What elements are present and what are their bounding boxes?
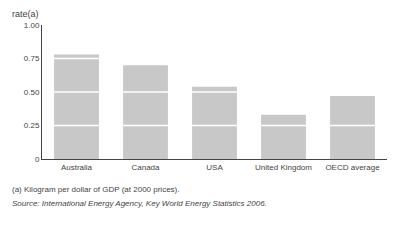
svg-text:0.75: 0.75 <box>24 54 40 63</box>
svg-text:0: 0 <box>35 155 40 164</box>
svg-text:0.50: 0.50 <box>24 88 40 97</box>
svg-text:Canada: Canada <box>131 163 160 172</box>
svg-text:United Kingdom: United Kingdom <box>255 163 312 172</box>
svg-text:Australia: Australia <box>61 163 93 172</box>
svg-text:(a) Kilogram per dollar of GDP: (a) Kilogram per dollar of GDP (at 2000 … <box>12 185 179 194</box>
svg-text:USA: USA <box>206 163 223 172</box>
svg-text:1.00: 1.00 <box>24 21 40 30</box>
svg-text:rate(a): rate(a) <box>12 9 39 19</box>
svg-text:OECD average: OECD average <box>325 163 380 172</box>
svg-text:Source: International Energy A: Source: International Energy Agency, Key… <box>12 199 267 208</box>
svg-text:0.25: 0.25 <box>24 121 40 130</box>
